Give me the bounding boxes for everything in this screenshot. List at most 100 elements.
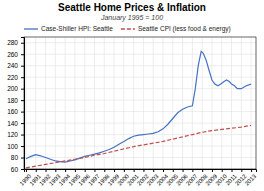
x-tick-mark <box>202 169 203 172</box>
x-tick-mark <box>163 169 164 172</box>
y-tick-label: 260 <box>7 51 18 58</box>
grid-line <box>74 37 75 169</box>
y-tick-label: 160 <box>7 108 18 115</box>
chart: Seattle Home Prices & InflationJanuary 1… <box>0 0 264 191</box>
grid-line <box>24 157 256 158</box>
grid-line <box>24 123 256 124</box>
y-tick: 140 <box>7 120 24 127</box>
x-tick-mark <box>183 169 184 172</box>
grid-line <box>172 37 173 169</box>
x-tick-mark <box>114 169 115 172</box>
y-tick-label: 100 <box>7 143 18 150</box>
grid-line <box>35 37 36 169</box>
y-tick: 160 <box>7 108 24 115</box>
grid-line <box>55 37 56 169</box>
x-tick-mark <box>75 169 76 172</box>
y-tick-mark <box>21 54 24 55</box>
x-tick-mark <box>222 169 223 172</box>
grid-line <box>24 111 256 112</box>
grid-line <box>221 37 222 169</box>
grid-line <box>143 37 144 169</box>
y-tick-mark <box>21 146 24 147</box>
y-tick-mark <box>21 158 24 159</box>
grid-line <box>202 37 203 169</box>
y-tick-label: 280 <box>7 39 18 46</box>
y-tick: 180 <box>7 97 24 104</box>
y-tick: 200 <box>7 85 24 92</box>
legend-swatch <box>24 28 38 29</box>
y-tick-mark <box>21 123 24 124</box>
y-tick: 100 <box>7 143 24 150</box>
grid-line <box>153 37 154 169</box>
grid-line <box>163 37 164 169</box>
y-axis: 6080100120140160180200220240260280 <box>7 38 24 173</box>
legend-item: Case-Shiller HPI: Seattle <box>24 25 113 32</box>
y-tick-mark <box>21 135 24 136</box>
x-tick-mark <box>134 169 135 172</box>
grid-line <box>45 37 46 169</box>
grid-line <box>24 77 256 78</box>
y-tick-label: 240 <box>7 62 18 69</box>
grid-line <box>231 37 232 169</box>
grid-line <box>24 65 256 66</box>
lines <box>26 51 251 168</box>
legend: Case-Shiller HPI: Seattle Seattle CPI (le… <box>24 25 231 33</box>
y-tick-label: 180 <box>7 97 18 104</box>
y-tick-label: 120 <box>7 131 18 138</box>
y-tick-mark <box>21 169 24 170</box>
grid <box>24 37 256 169</box>
x-tick-mark <box>55 169 56 172</box>
y-tick-label: 200 <box>7 85 18 92</box>
y-tick-mark <box>21 100 24 101</box>
grid-line <box>24 88 256 89</box>
x-tick-mark <box>241 169 242 172</box>
y-tick-mark <box>21 89 24 90</box>
x-tick-mark <box>232 169 233 172</box>
grid-line <box>114 37 115 169</box>
x-tick-mark <box>85 169 86 172</box>
x-tick-mark <box>124 169 125 172</box>
legend-label: Seattle CPI (less food & energy) <box>138 25 231 33</box>
y-tick-mark <box>21 77 24 78</box>
x-tick: 2013 <box>244 169 258 187</box>
plot-frame <box>24 37 256 169</box>
y-tick-mark <box>21 112 24 113</box>
x-tick-mark <box>65 169 66 172</box>
grid-line <box>104 37 105 169</box>
x-tick-mark <box>192 169 193 172</box>
title: Seattle Home Prices & Inflation <box>58 2 206 13</box>
grid-line <box>24 42 256 43</box>
legend-item: Seattle CPI (less food & energy) <box>121 25 231 33</box>
x-tick-mark <box>94 169 95 172</box>
y-tick: 260 <box>7 51 24 58</box>
plot-area: 1990199119921993199419951996199719981999… <box>7 37 258 187</box>
x-tick-mark <box>36 169 37 172</box>
y-tick: 60 <box>11 166 24 173</box>
grid-line <box>241 37 242 169</box>
grid-line <box>251 37 252 169</box>
y-tick-label: 140 <box>7 120 18 127</box>
grid-line <box>25 37 26 169</box>
x-tick-mark <box>104 169 105 172</box>
legend-swatch <box>121 28 135 29</box>
grid-line <box>211 37 212 169</box>
y-tick: 280 <box>7 39 24 46</box>
y-tick-label: 220 <box>7 74 18 81</box>
grid-line <box>84 37 85 169</box>
x-tick-mark <box>26 169 27 172</box>
y-tick-mark <box>21 66 24 67</box>
y-tick-label: 60 <box>11 166 19 173</box>
x-tick-mark <box>251 169 252 172</box>
series-line <box>26 125 251 167</box>
y-tick-mark <box>21 43 24 44</box>
x-tick-mark <box>173 169 174 172</box>
y-tick: 120 <box>7 131 24 138</box>
x-axis-line <box>25 170 257 173</box>
x-tick-mark <box>153 169 154 172</box>
grid-line <box>24 54 256 55</box>
x-tick-label: 2013 <box>244 173 258 187</box>
grid-line <box>65 37 66 169</box>
grid-line <box>133 37 134 169</box>
y-tick: 240 <box>7 62 24 69</box>
grid-line <box>94 37 95 169</box>
